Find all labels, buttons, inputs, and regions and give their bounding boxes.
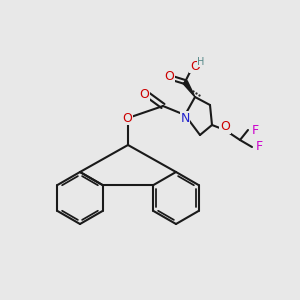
Text: O: O: [164, 70, 174, 83]
Text: F: F: [255, 140, 262, 154]
Text: O: O: [220, 121, 230, 134]
Text: F: F: [251, 124, 259, 136]
Text: O: O: [122, 112, 132, 124]
Polygon shape: [183, 81, 195, 97]
Text: H: H: [197, 57, 205, 67]
Text: O: O: [190, 59, 200, 73]
Text: O: O: [139, 88, 149, 101]
Text: N: N: [180, 112, 190, 124]
